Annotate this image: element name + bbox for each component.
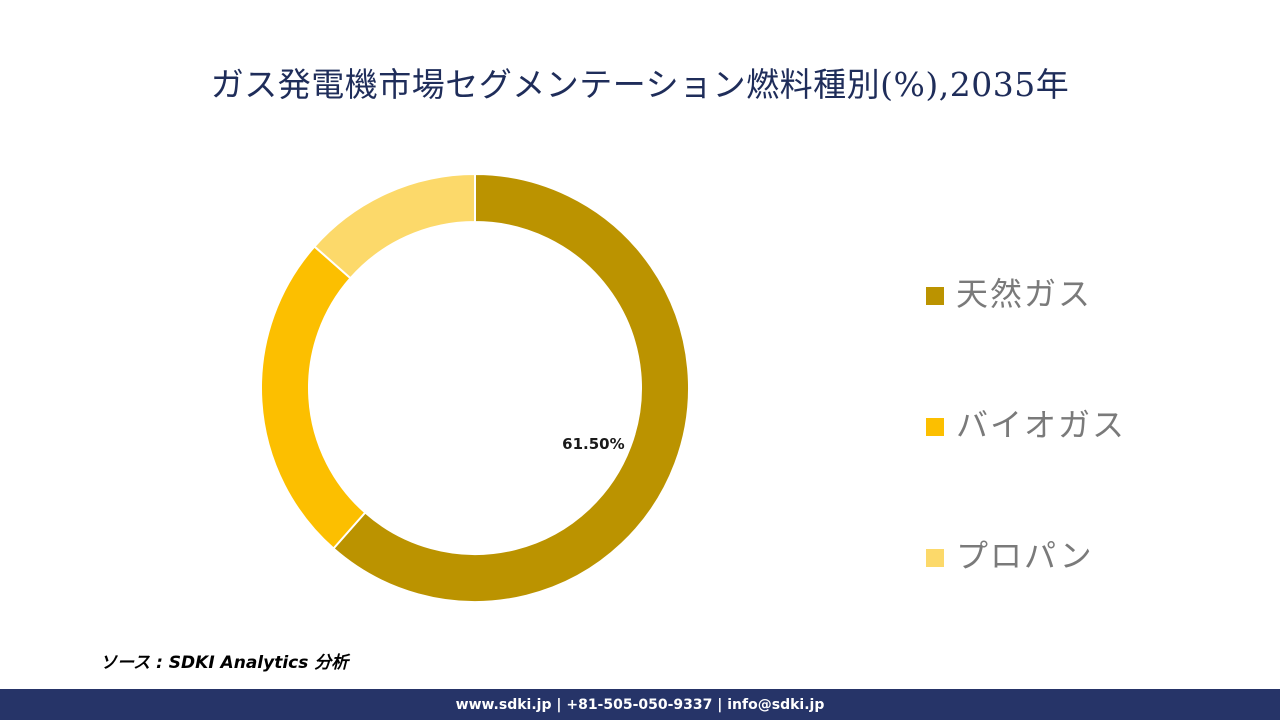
slice-3: [313, 172, 476, 280]
donut-slices: [260, 172, 690, 603]
legend-label-2: バイオガス: [956, 406, 1126, 444]
source-note: ソース : SDKI Analytics 分析: [100, 653, 349, 673]
footer-bar: www.sdki.jp | +81-505-050-9337 | info@sd…: [0, 689, 1280, 720]
data-label-1: 61.50%: [562, 435, 624, 453]
footer-contact: www.sdki.jp | +81-505-050-9337 | info@sd…: [455, 696, 825, 713]
legend-label-1: 天然ガス: [956, 275, 1092, 313]
legend-label-3: プロパン: [956, 537, 1094, 575]
legend-swatch-1: [926, 287, 944, 305]
chart-title: ガス発電機市場セグメンテーション燃料種別(%),2035年: [210, 65, 1070, 104]
slice-1: [332, 172, 690, 603]
data-labels: 61.50%: [562, 435, 624, 453]
legend-swatch-3: [926, 549, 944, 567]
legend-swatch-2: [926, 418, 944, 436]
slice-2: [260, 245, 367, 550]
